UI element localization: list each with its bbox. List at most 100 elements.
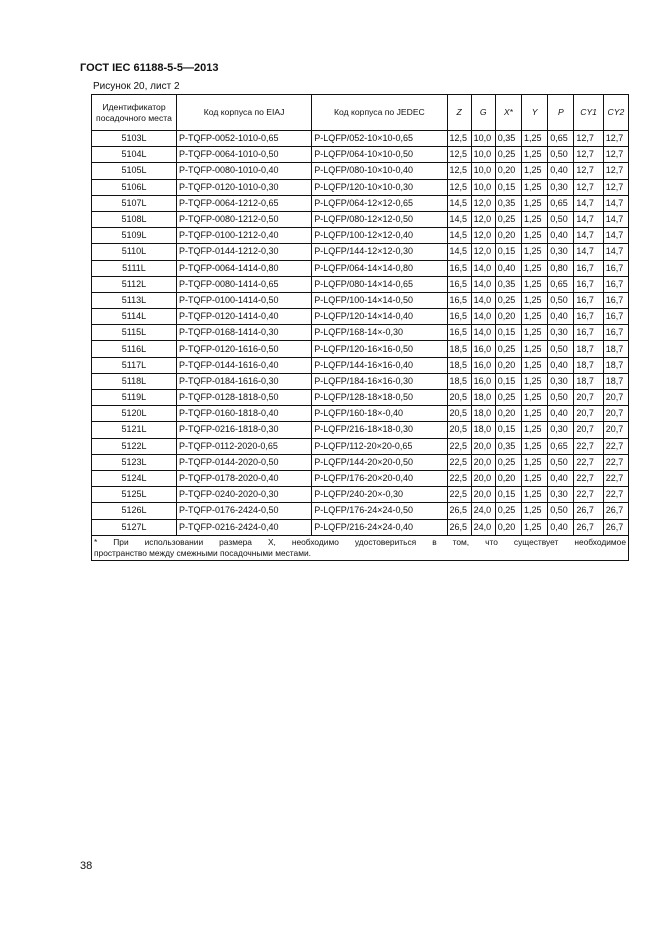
cell-jedec: P-LQFP/100-14×14-0,50 — [311, 291, 448, 310]
cell-eiaj: P-TQFP-0112-2020-0,65 — [175, 437, 313, 455]
cell-cy1: 12,7 — [573, 178, 604, 196]
cell-id: 5119L — [91, 388, 177, 407]
cell-cy1: 14,7 — [573, 194, 604, 212]
cell-p: 0,50 — [547, 291, 575, 310]
table-row: 5103L P-TQFP-0052-1010-0,65 P-LQFP/052-10×… — [91, 129, 630, 148]
cell-cy1: 12,7 — [573, 129, 604, 148]
cell-jedec: P-LQFP/120-10×10-0,30 — [311, 178, 448, 196]
cell-z: 20,5 — [446, 421, 472, 439]
cell-g: 16,0 — [470, 356, 496, 374]
cell-z: 26,5 — [446, 502, 472, 520]
cell-y: 1,25 — [520, 162, 549, 180]
cell-cy2: 14,7 — [602, 210, 630, 229]
cell-id: 5113L — [91, 291, 177, 310]
cell-eiaj: P-TQFP-0216-1818-0,30 — [175, 421, 313, 439]
cell-cy2: 22,7 — [602, 486, 630, 504]
cell-g: 12,0 — [470, 194, 496, 212]
cell-cy2: 22,7 — [602, 437, 630, 455]
cell-id: 5107L — [91, 194, 177, 212]
cell-g: 20,0 — [470, 437, 496, 455]
footnote: * При использовании размера X, необходим… — [91, 534, 629, 561]
table-row: 5111L P-TQFP-0064-1414-0,80 P-LQFP/064-14×… — [91, 259, 630, 277]
cell-id: 5110L — [91, 243, 177, 261]
cell-g: 14,0 — [470, 259, 496, 277]
cell-cy2: 18,7 — [602, 372, 630, 391]
cell-g: 12,0 — [470, 227, 496, 245]
cell-eiaj: P-TQFP-0080-1414-0,65 — [175, 275, 313, 293]
cell-cy1: 20,7 — [573, 388, 604, 407]
footnote-line-1: * При использовании размера X, необходим… — [94, 536, 626, 547]
cell-g: 14,0 — [470, 324, 496, 342]
cell-y: 1,25 — [520, 194, 549, 212]
cell-p: 0,50 — [547, 502, 575, 520]
cell-y: 1,25 — [520, 129, 549, 148]
cell-g: 14,0 — [470, 275, 496, 293]
cell-p: 0,30 — [547, 324, 575, 342]
cell-z: 22,5 — [446, 437, 472, 455]
cell-cy1: 14,7 — [573, 210, 604, 229]
cell-y: 1,25 — [520, 210, 549, 229]
cell-p: 0,50 — [547, 453, 575, 471]
cell-x: 0,20 — [494, 162, 522, 180]
cell-g: 12,0 — [470, 210, 496, 229]
cell-eiaj: P-TQFP-0064-1212-0,65 — [175, 194, 313, 212]
cell-id: 5121L — [91, 421, 177, 439]
cell-jedec: P-LQFP/184-16×16-0,30 — [311, 372, 448, 391]
cell-y: 1,25 — [520, 453, 549, 471]
cell-y: 1,25 — [520, 486, 549, 504]
cell-cy2: 14,7 — [602, 194, 630, 212]
cell-cy1: 18,7 — [573, 356, 604, 374]
cell-g: 24,0 — [470, 502, 496, 520]
cell-x: 0,35 — [494, 437, 522, 455]
cell-cy1: 22,7 — [573, 469, 604, 488]
cell-p: 0,80 — [547, 259, 575, 277]
cell-cy1: 18,7 — [573, 372, 604, 391]
cell-p: 0,30 — [547, 421, 575, 439]
cell-cy2: 16,7 — [602, 308, 630, 326]
cell-p: 0,30 — [547, 178, 575, 196]
cell-z: 16,5 — [446, 291, 472, 310]
cell-p: 0,40 — [547, 227, 575, 245]
col-header-y: Y — [520, 94, 549, 131]
cell-eiaj: P-TQFP-0128-1818-0,50 — [175, 388, 313, 407]
table-row: 5115L P-TQFP-0168-1414-0,30 P-LQFP/168-14×… — [91, 324, 630, 342]
cell-y: 1,25 — [520, 372, 549, 391]
cell-y: 1,25 — [520, 324, 549, 342]
cell-z: 18,5 — [446, 356, 472, 374]
cell-eiaj: P-TQFP-0160-1818-0,40 — [175, 405, 313, 423]
cell-x: 0,25 — [494, 146, 522, 164]
cell-id: 5111L — [91, 259, 177, 277]
cell-cy1: 22,7 — [573, 437, 604, 455]
cell-x: 0,20 — [494, 227, 522, 245]
cell-x: 0,40 — [494, 259, 522, 277]
cell-cy1: 16,7 — [573, 275, 604, 293]
document-title: ГОСТ IEC 61188-5-5—2013 — [80, 62, 219, 74]
cell-p: 0,50 — [547, 340, 575, 358]
cell-cy1: 12,7 — [573, 162, 604, 180]
cell-p: 0,65 — [547, 437, 575, 455]
cell-z: 12,5 — [446, 162, 472, 180]
col-header-jedec: Код корпуса по JEDEC — [311, 94, 448, 131]
table-row: 5126L P-TQFP-0176-2424-0,50 P-LQFP/176-24×… — [91, 502, 630, 520]
cell-z: 12,5 — [446, 146, 472, 164]
cell-id: 5123L — [91, 453, 177, 471]
figure-caption: Рисунок 20, лист 2 — [93, 81, 180, 92]
cell-z: 12,5 — [446, 129, 472, 148]
cell-cy1: 22,7 — [573, 486, 604, 504]
cell-cy1: 26,7 — [573, 502, 604, 520]
cell-p: 0,30 — [547, 243, 575, 261]
cell-jedec: P-LQFP/112-20×20-0,65 — [311, 437, 448, 455]
cell-y: 1,25 — [520, 291, 549, 310]
cell-x: 0,20 — [494, 308, 522, 326]
table-row: 5117L P-TQFP-0144-1616-0,40 P-LQFP/144-16×… — [91, 356, 630, 374]
cell-id: 5103L — [91, 129, 177, 148]
cell-id: 5120L — [91, 405, 177, 423]
cell-g: 10,0 — [470, 162, 496, 180]
cell-g: 18,0 — [470, 421, 496, 439]
cell-y: 1,25 — [520, 502, 549, 520]
cell-eiaj: P-TQFP-0120-1010-0,30 — [175, 178, 313, 196]
cell-g: 20,0 — [470, 469, 496, 488]
cell-id: 5116L — [91, 340, 177, 358]
cell-cy2: 14,7 — [602, 227, 630, 245]
table-row: 5109L P-TQFP-0100-1212-0,40 P-LQFP/100-12×… — [91, 227, 630, 245]
